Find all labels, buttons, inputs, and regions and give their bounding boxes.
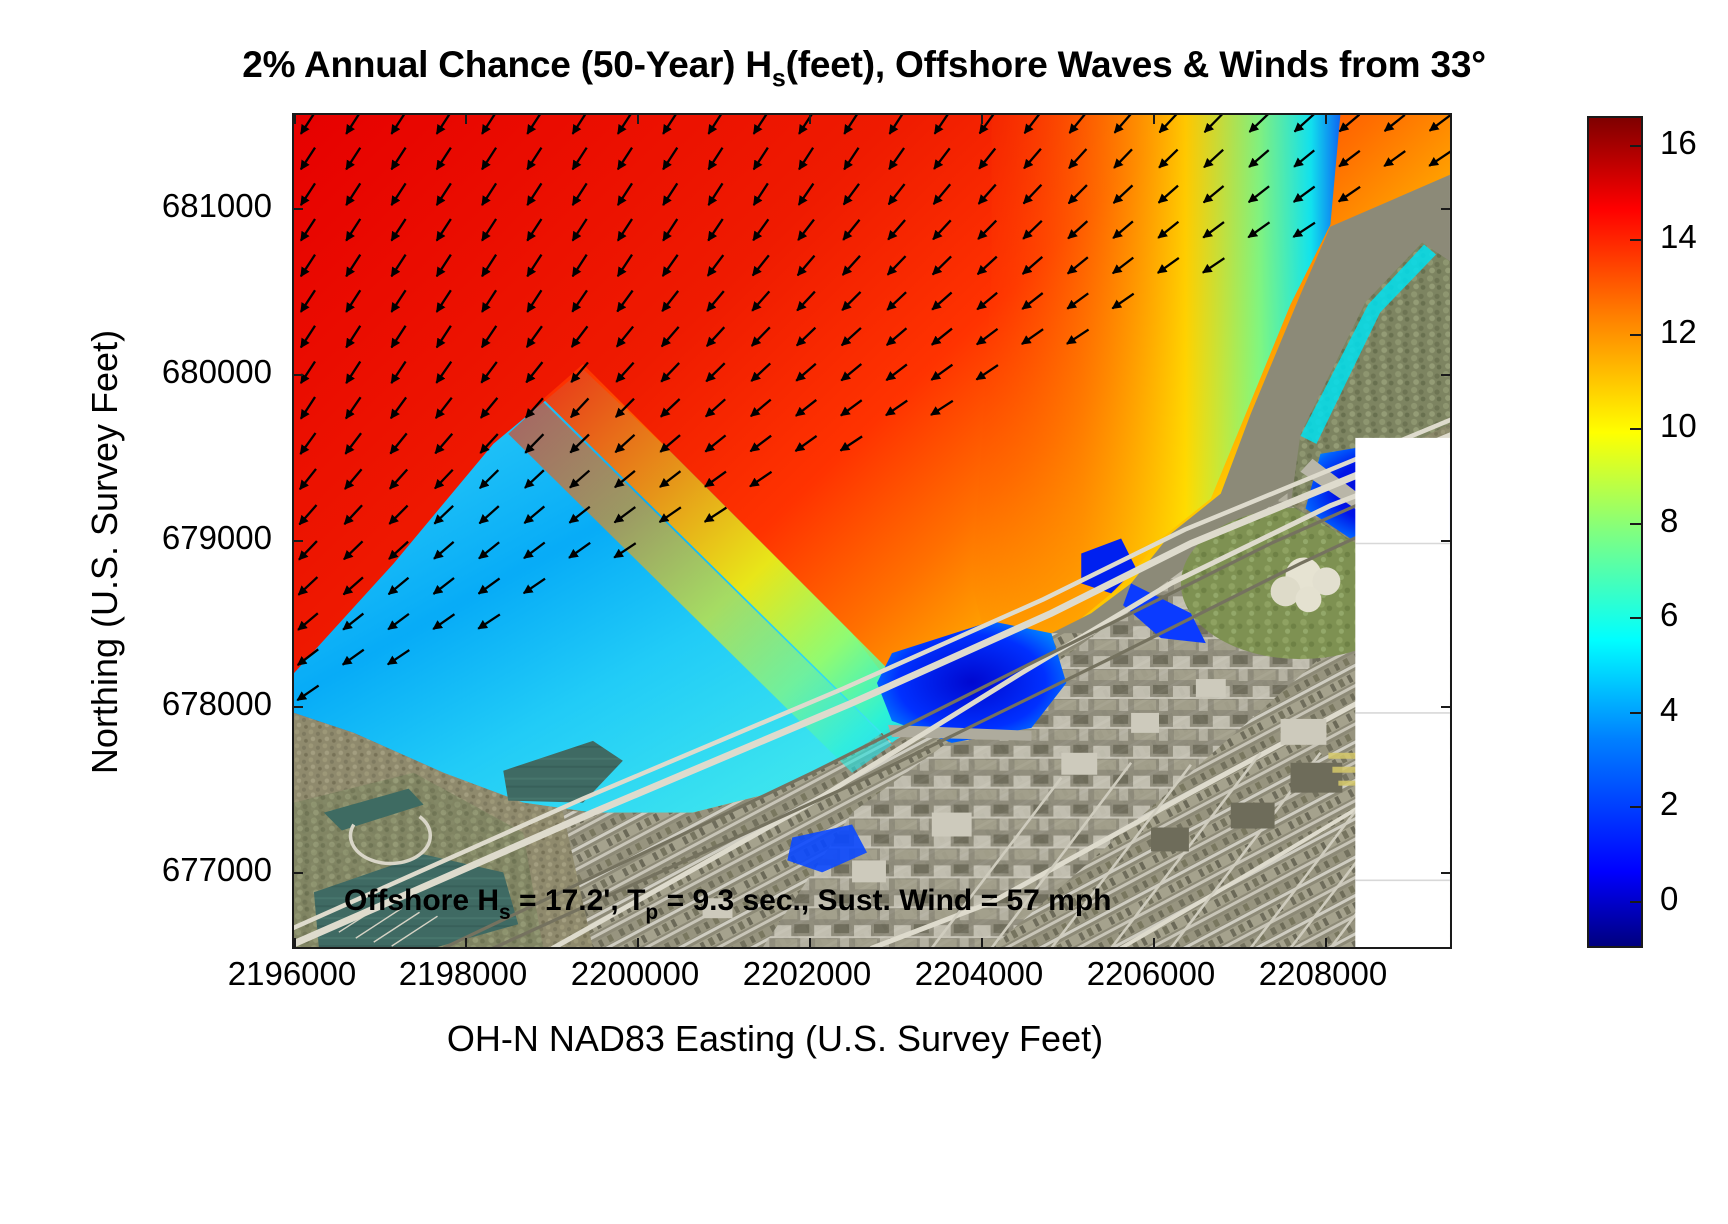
- x-tick-label: 2202000: [742, 955, 872, 992]
- colorbar-tick: [1630, 712, 1641, 714]
- y-tick-label: 678000: [161, 685, 272, 722]
- x-axis-title: OH-N NAD83 Easting (U.S. Survey Feet): [446, 1018, 1104, 1059]
- colorbar-tick: [1630, 334, 1641, 336]
- colorbar-tick: [1630, 239, 1641, 241]
- x-tick-major: [465, 938, 467, 947]
- colorbar-tick: [1630, 428, 1641, 430]
- chart-title-rest: (feet), Offshore Waves & Winds from 33°: [785, 44, 1486, 85]
- x-tick-label: 2206000: [1086, 955, 1216, 992]
- annot-mid1: = 17.2', T: [510, 884, 646, 917]
- colorbar-label: 16: [1660, 124, 1697, 161]
- y-tick-right: [1441, 540, 1450, 542]
- colorbar-label: 10: [1660, 407, 1697, 444]
- x-tick-top: [465, 115, 467, 124]
- y-tick-right: [1441, 872, 1450, 874]
- y-tick-major: [294, 374, 303, 376]
- x-tick-major: [1153, 938, 1155, 947]
- y-tick-major: [294, 706, 303, 708]
- x-tick-major: [294, 938, 296, 947]
- annot-prefix: Offshore H: [344, 884, 500, 917]
- x-tick-major: [809, 938, 811, 947]
- colorbar-label: 6: [1660, 596, 1679, 633]
- annot-mid2: = 9.3 sec., Sust. Wind = 57 mph: [658, 884, 1112, 917]
- x-tick-major: [1325, 938, 1327, 947]
- colorbar-tick: [1630, 145, 1641, 147]
- x-tick-top: [294, 115, 296, 124]
- map-canvas: [294, 115, 1450, 947]
- colorbar-label: 2: [1660, 785, 1679, 822]
- x-tick-label: 2208000: [1258, 955, 1388, 992]
- colorbar-label: 14: [1660, 218, 1697, 255]
- x-tick-label: 2196000: [227, 955, 357, 992]
- y-tick-right: [1441, 374, 1450, 376]
- annot-sub-p: p: [645, 900, 659, 924]
- chart-title-main: 2% Annual Chance (50-Year) H: [242, 44, 772, 85]
- y-tick-major: [294, 540, 303, 542]
- colorbar-tick: [1630, 806, 1641, 808]
- y-tick-major: [294, 872, 303, 874]
- colorbar[interactable]: [1587, 116, 1643, 948]
- y-tick-right: [1441, 208, 1450, 210]
- y-tick-label: 680000: [161, 353, 272, 390]
- chart-title: 2% Annual Chance (50-Year) Hs(feet), Off…: [0, 44, 1728, 94]
- x-tick-top: [809, 115, 811, 124]
- x-tick-top: [637, 115, 639, 124]
- colorbar-tick: [1630, 901, 1641, 903]
- colorbar-label: 12: [1660, 313, 1697, 350]
- y-tick-right: [1441, 706, 1450, 708]
- offshore-conditions-annotation: Offshore Hs = 17.2', Tp = 9.3 sec., Sust…: [344, 884, 1111, 925]
- y-tick-label: 677000: [161, 851, 272, 888]
- y-tick-label: 681000: [161, 187, 272, 224]
- colorbar-tick: [1630, 617, 1641, 619]
- x-tick-label: 2204000: [914, 955, 1044, 992]
- x-tick-top: [981, 115, 983, 124]
- x-tick-major: [637, 938, 639, 947]
- chart-title-subscript: s: [771, 64, 786, 93]
- colorbar-label: 8: [1660, 502, 1679, 539]
- annot-sub-s: s: [499, 900, 511, 924]
- y-axis-title: Northing (U.S. Survey Feet): [84, 329, 125, 775]
- colorbar-tick: [1630, 523, 1641, 525]
- x-tick-top: [1325, 115, 1327, 124]
- x-tick-label: 2200000: [570, 955, 700, 992]
- x-tick-top: [1153, 115, 1155, 124]
- x-tick-major: [981, 938, 983, 947]
- plot-clip-region: [294, 115, 1450, 947]
- y-tick-label: 679000: [161, 519, 272, 556]
- colorbar-label: 0: [1660, 880, 1679, 917]
- plot-axes[interactable]: [292, 113, 1452, 949]
- colorbar-label: 4: [1660, 691, 1679, 728]
- x-tick-label: 2198000: [398, 955, 528, 992]
- y-tick-major: [294, 208, 303, 210]
